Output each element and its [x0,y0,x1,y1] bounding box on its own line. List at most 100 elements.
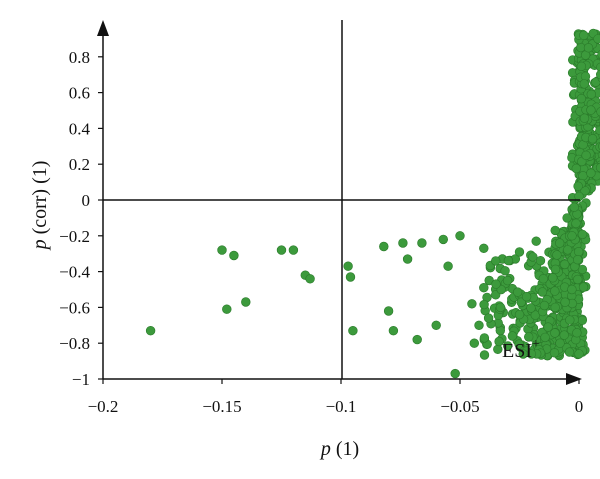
ticks-layer: −0.2−0.15−0.1−0.0500.050.10.15−1−0.8−0.6… [59,48,584,416]
data-point [559,259,570,270]
data-point [596,69,600,80]
data-point [469,338,479,348]
data-point [577,229,588,240]
data-point [564,347,575,357]
data-point [388,326,399,336]
data-point [550,264,561,274]
annotation-text: ESI [502,340,532,362]
data-point [540,332,550,343]
data-point [550,302,560,313]
y-tick-label: 0.2 [69,155,90,174]
data-point [383,306,394,316]
data-point [550,286,560,296]
data-point [479,299,489,310]
data-point [579,113,590,123]
data-point [543,322,553,332]
data-point [455,231,465,241]
data-point [493,344,503,354]
data-point [402,254,413,264]
data-point [343,261,353,271]
data-point [521,292,532,302]
x-tick-label: 0 [575,397,584,416]
series-annotation: ESI+ [502,337,540,362]
data-point [398,238,408,248]
data-point [491,279,501,289]
data-point [549,348,560,358]
data-point [550,328,560,338]
data-point [567,231,577,241]
data-point [503,341,513,351]
data-point [577,315,587,325]
y-tick-label: −0.2 [59,227,90,246]
data-point [597,50,600,59]
data-point [145,326,156,336]
y-tick-label: −0.4 [59,263,90,282]
data-point [500,266,510,276]
data-point [560,297,570,307]
data-point [479,243,489,254]
data-point [523,332,534,342]
data-point [417,238,427,248]
data-point [587,134,598,144]
data-point [479,333,490,343]
data-point [574,191,584,202]
data-point [379,241,389,252]
data-point [552,250,562,260]
data-point [535,256,546,266]
data-point [576,61,587,72]
y-axis-arrow [97,20,109,36]
data-point [548,273,558,283]
data-point [502,275,513,286]
data-point [574,349,584,359]
points-layer [145,28,600,379]
data-point [572,255,583,265]
data-point [562,245,573,255]
data-point [571,163,581,174]
data-point [555,338,565,348]
data-point [591,77,600,87]
data-point [572,328,582,338]
data-point [503,255,514,266]
data-point [593,34,600,44]
y-tick-label: −0.6 [59,298,90,317]
data-point [495,302,506,313]
data-point [539,300,550,311]
y-tick-label: 0.4 [69,119,91,138]
y-tick-label: 0.6 [69,84,90,103]
data-point [438,234,448,245]
data-point [565,315,575,325]
data-point [537,287,548,297]
x-axis-label-symbol: p [319,438,331,460]
x-axis-label-rest: (1) [331,438,359,460]
data-point [514,309,525,320]
data-point [467,299,477,309]
x-tick-label: −0.2 [88,397,119,416]
data-point [579,30,589,40]
data-point [583,43,594,53]
x-axis-arrow [566,373,582,385]
y-axis-label-rest: (corr) (1) [29,161,51,240]
data-point [450,368,460,379]
data-point [567,284,577,295]
data-point [483,313,494,323]
data-point [559,330,569,340]
data-point [345,272,356,282]
data-point [581,150,591,161]
data-point [514,247,525,257]
data-point [531,236,541,246]
data-point [538,274,548,284]
y-axis-label: p (corr) (1) [29,161,51,252]
x-tick-label: −0.15 [202,397,241,416]
data-point [507,331,518,341]
data-point [586,168,596,178]
data-point [586,105,596,115]
data-point [596,107,600,117]
data-point [573,247,584,257]
data-point [348,326,358,336]
data-point [514,339,524,349]
data-point [276,245,287,255]
data-point [479,350,490,360]
data-point [305,274,315,284]
data-point [595,162,600,173]
